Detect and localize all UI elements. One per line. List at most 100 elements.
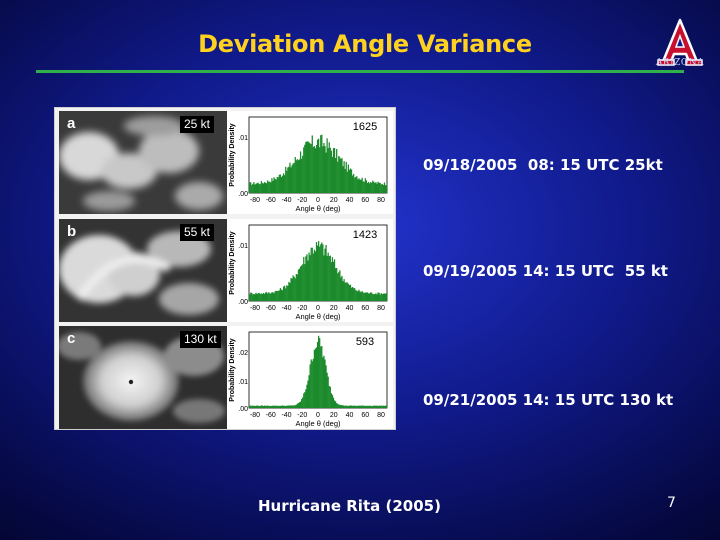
- histogram-bar: [372, 405, 374, 408]
- histogram-bar: [256, 183, 258, 193]
- histogram-bar: [290, 405, 292, 408]
- histogram-bar: [371, 182, 373, 193]
- histogram-bar: [360, 179, 362, 193]
- histogram-bar: [349, 284, 352, 301]
- histogram-bar: [377, 406, 379, 408]
- histogram-bar: [345, 282, 347, 301]
- x-tick-label: 0: [316, 412, 320, 419]
- histogram-bar: [303, 147, 305, 193]
- histogram-bar: [254, 184, 256, 193]
- histogram-bar: [344, 282, 346, 301]
- histogram-bar: [330, 393, 332, 408]
- histogram-bar: [263, 182, 266, 193]
- histogram-bar: [319, 338, 321, 408]
- histogram-bar: [356, 176, 358, 193]
- histogram-bar: [315, 242, 318, 301]
- histogram-bar: [371, 405, 373, 408]
- histogram-bar: [298, 402, 301, 408]
- histogram-bar: [342, 405, 344, 408]
- histogram-bar: [364, 405, 366, 408]
- histogram-bar: [299, 401, 302, 408]
- histogram-b: .01 .00-80 -60 -40 -20 0 20 40 60 80 Angle θ (deg)…: [227, 219, 393, 322]
- histogram-bar: [379, 294, 381, 301]
- histogram-bar: [322, 357, 324, 408]
- histogram-bar: [307, 260, 309, 301]
- histogram-bar: [285, 405, 287, 408]
- histogram-bar: [297, 403, 300, 408]
- histogram-bar: [350, 287, 353, 301]
- histogram-bar: [325, 245, 327, 301]
- caption-a: 09/18/2005 08: 15 UTC 25kt: [423, 156, 663, 174]
- histogram-bar: [291, 165, 293, 193]
- histogram-bar: [273, 293, 275, 301]
- y-tick-label: .00: [238, 406, 248, 413]
- histogram-bar: [370, 182, 372, 193]
- histogram-bar: [282, 405, 285, 408]
- histogram-bar: [362, 292, 364, 301]
- x-tick-label: -20: [297, 305, 307, 312]
- histogram-bar: [306, 384, 308, 408]
- y-tick-label: .02: [238, 350, 248, 357]
- histogram-bar: [365, 292, 368, 301]
- histogram-bar: [348, 285, 351, 301]
- x-tick-label: 40: [346, 412, 354, 419]
- histogram-bar: [311, 247, 313, 301]
- histogram-bar: [315, 144, 318, 193]
- sample-count: 593: [356, 336, 374, 348]
- satellite-image-a: a 25 kt: [59, 111, 227, 214]
- histogram-bar: [259, 184, 261, 193]
- hurricane-figure: a 25 kt .01.00 -80 -60 -40 -20 0 20 40 60 80 Angle…: [54, 107, 396, 430]
- page-number: 7: [667, 495, 676, 511]
- histogram-bar: [305, 256, 307, 301]
- histogram-bar: [384, 293, 387, 301]
- histogram-bar: [313, 349, 316, 408]
- y-tick-label: .01: [238, 135, 248, 142]
- histogram-bar: [353, 405, 355, 408]
- panel-a: a 25 kt .01 .00 -80 -60 -40 -20 0 20 40 60 80 Angle…: [59, 111, 393, 214]
- histogram-bar: [373, 181, 375, 193]
- histogram-bar: [305, 389, 307, 408]
- histogram-bar: [328, 385, 330, 408]
- histogram-bar: [374, 183, 376, 193]
- histogram-bar: [308, 142, 310, 193]
- histogram-bar: [296, 159, 299, 193]
- histogram-bar: [278, 405, 280, 408]
- histogram-bar: [255, 183, 257, 193]
- histogram-bar: [265, 405, 268, 408]
- histogram-bar: [302, 155, 304, 193]
- histogram-bar: [343, 405, 345, 408]
- histogram-bar: [302, 397, 304, 408]
- histogram-a: .01 .00-80 -60 -40 -20 0 20 40 60 80 Angle θ (deg)…: [227, 111, 393, 214]
- histogram-bar: [329, 147, 331, 193]
- histogram-bar: [375, 405, 377, 408]
- histogram-bar: [313, 146, 316, 193]
- histogram-bar: [337, 161, 339, 193]
- histogram-bar: [291, 405, 293, 408]
- histogram-bar: [313, 249, 316, 301]
- histogram-bar: [329, 386, 331, 408]
- y-tick-label: .00: [238, 191, 248, 198]
- x-tick-label: 80: [377, 197, 385, 204]
- x-axis-label: Angle θ (deg): [295, 419, 341, 428]
- x-axis-label: Angle θ (deg): [295, 312, 341, 321]
- histogram-bar: [326, 372, 328, 408]
- histogram-bar: [289, 282, 291, 301]
- histogram-bar: [318, 241, 320, 301]
- x-tick-label: -20: [297, 412, 307, 419]
- histogram-bar: [316, 341, 319, 408]
- histogram-bar: [271, 292, 273, 301]
- x-tick-label: -60: [266, 412, 276, 419]
- title-rule: [36, 70, 684, 73]
- histogram-bar: [256, 293, 258, 301]
- histogram-bar: [306, 254, 308, 301]
- histogram-bar: [361, 290, 363, 301]
- histogram-bar: [346, 405, 348, 408]
- histogram-bar: [365, 405, 368, 408]
- histogram-bar: [380, 405, 382, 408]
- histogram-bar: [290, 278, 292, 301]
- histogram-bar: [297, 160, 300, 193]
- histogram-bar: [271, 178, 273, 193]
- histogram-bar: [324, 146, 326, 193]
- logo-wordmark: ARIZONA: [655, 58, 705, 68]
- x-tick-label: 60: [361, 412, 369, 419]
